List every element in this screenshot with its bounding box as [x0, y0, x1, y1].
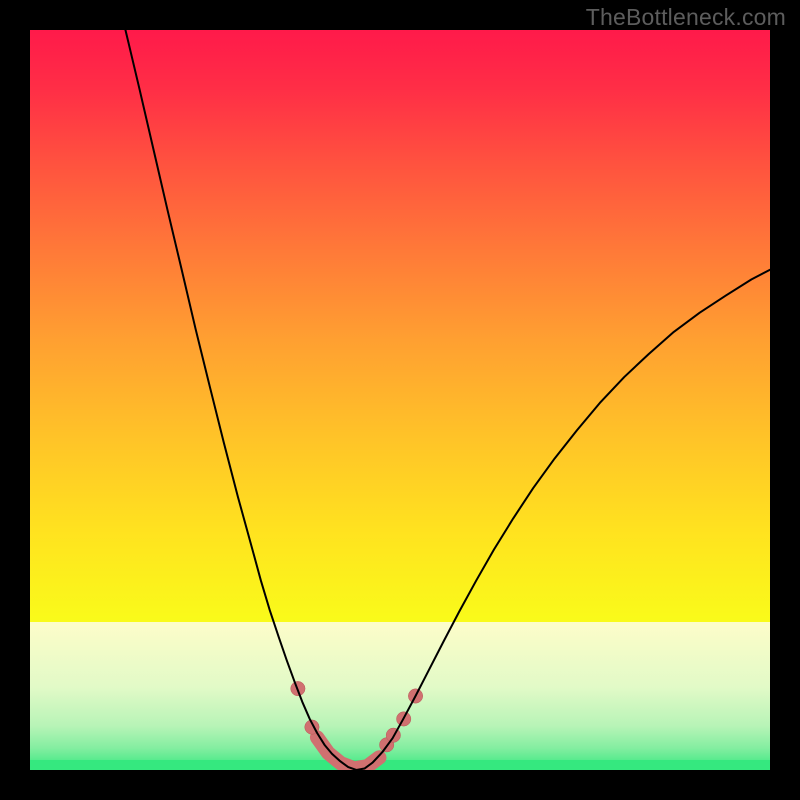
bottleneck-chart: [30, 30, 770, 770]
chart-green-baseline: [30, 760, 770, 770]
watermark-text: TheBottleneck.com: [586, 4, 786, 31]
chart-background-pale-band: [30, 622, 770, 770]
chart-plot-area: [30, 30, 770, 770]
